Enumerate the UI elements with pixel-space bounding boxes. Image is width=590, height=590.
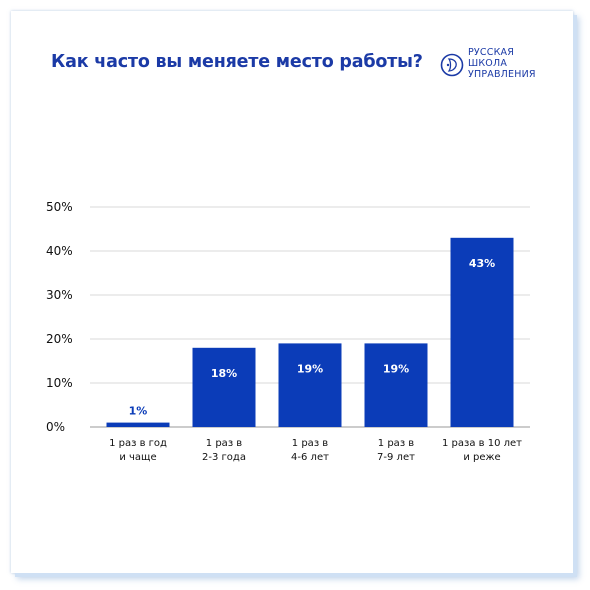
y-tick-label: 30%: [46, 288, 73, 302]
category-label: 1 раз в: [292, 438, 329, 449]
logo-emblem-icon: [440, 53, 464, 77]
bar: [364, 343, 428, 427]
chart-title: Как часто вы меняете место работы?: [51, 52, 423, 72]
category-label: 1 раз в: [378, 438, 415, 449]
logo: РУССКАЯ ШКОЛА УПРАВЛЕНИЯ: [440, 47, 550, 91]
category-label: и чаще: [119, 452, 156, 463]
category-label: 1 раз в: [206, 438, 243, 449]
y-tick-label: 10%: [46, 376, 73, 390]
data-label: 18%: [211, 367, 237, 380]
y-tick-label: 40%: [46, 244, 73, 258]
data-label: 19%: [383, 362, 409, 375]
category-label: 2-3 года: [202, 452, 246, 463]
category-label: и реже: [463, 452, 500, 463]
data-label: 43%: [469, 257, 495, 270]
logo-line-3: УПРАВЛЕНИЯ: [468, 69, 536, 80]
bar: [278, 343, 342, 427]
y-tick-label: 20%: [46, 332, 73, 346]
logo-text: РУССКАЯ ШКОЛА УПРАВЛЕНИЯ: [468, 47, 536, 80]
y-tick-label: 0%: [46, 420, 65, 434]
y-tick-label: 50%: [46, 200, 73, 214]
bar: [192, 347, 256, 427]
category-label: 1 раз в год: [109, 438, 167, 449]
logo-line-2: ШКОЛА: [468, 58, 508, 69]
bar: [450, 237, 514, 427]
category-label: 4-6 лет: [291, 452, 329, 463]
data-label: 19%: [297, 362, 323, 375]
bar: [106, 422, 170, 427]
logo-line-1: РУССКАЯ: [468, 47, 515, 58]
category-label: 1 раза в 10 лет: [442, 438, 522, 449]
category-label: 7-9 лет: [377, 452, 415, 463]
data-label: 1%: [129, 405, 148, 418]
